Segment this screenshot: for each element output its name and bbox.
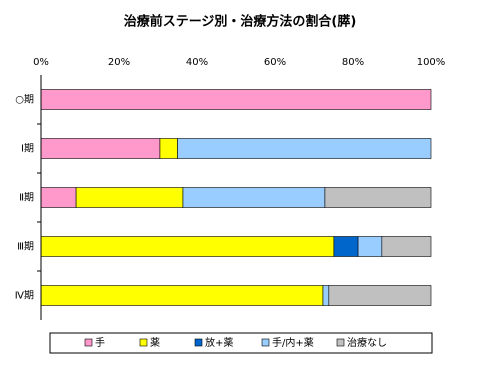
x-tick-label: 40% [186,57,208,68]
legend-swatch [261,338,270,347]
bar-segment [324,187,432,208]
bar-segment [40,89,432,110]
legend-swatch [336,338,345,347]
legend-swatch [84,338,93,347]
y-tick-label: Ⅰ期 [21,143,34,155]
bar-segment [328,285,432,306]
x-tick-label: 100% [417,57,446,68]
bar-segment [357,236,383,257]
legend-label: 手/内+薬 [272,336,314,349]
legend-label: 治療なし [347,336,387,349]
x-tick-label: 20% [108,57,130,68]
bar-segment [182,187,326,208]
x-tick-label: 80% [342,57,364,68]
bar-segment [177,138,432,159]
legend-swatch [194,338,203,347]
chart-title: 治療前ステージ別・治療方法の割合(膵) [124,14,357,30]
bar-segment [159,138,178,159]
y-tick-label: Ⅱ期 [19,192,34,204]
y-tick-label: Ⅳ期 [15,290,34,302]
bar-segment [322,285,330,306]
y-tick-label: ○期 [15,94,34,106]
y-tick-label: Ⅲ期 [17,241,34,253]
legend-label: 手 [95,336,105,349]
legend-label: 薬 [150,337,160,349]
bar-segment [40,187,77,208]
bar-segment [40,236,335,257]
x-tick-label: 0% [33,57,49,68]
bar-segment [75,187,184,208]
legend-label: 放+薬 [205,336,233,349]
bar-segment [40,138,161,159]
x-tick-label: 60% [264,57,286,68]
legend-swatch [139,338,148,347]
bar-segment [381,236,432,257]
bar-segment [333,236,359,257]
bar-segment [40,285,324,306]
legend-box [49,332,433,354]
